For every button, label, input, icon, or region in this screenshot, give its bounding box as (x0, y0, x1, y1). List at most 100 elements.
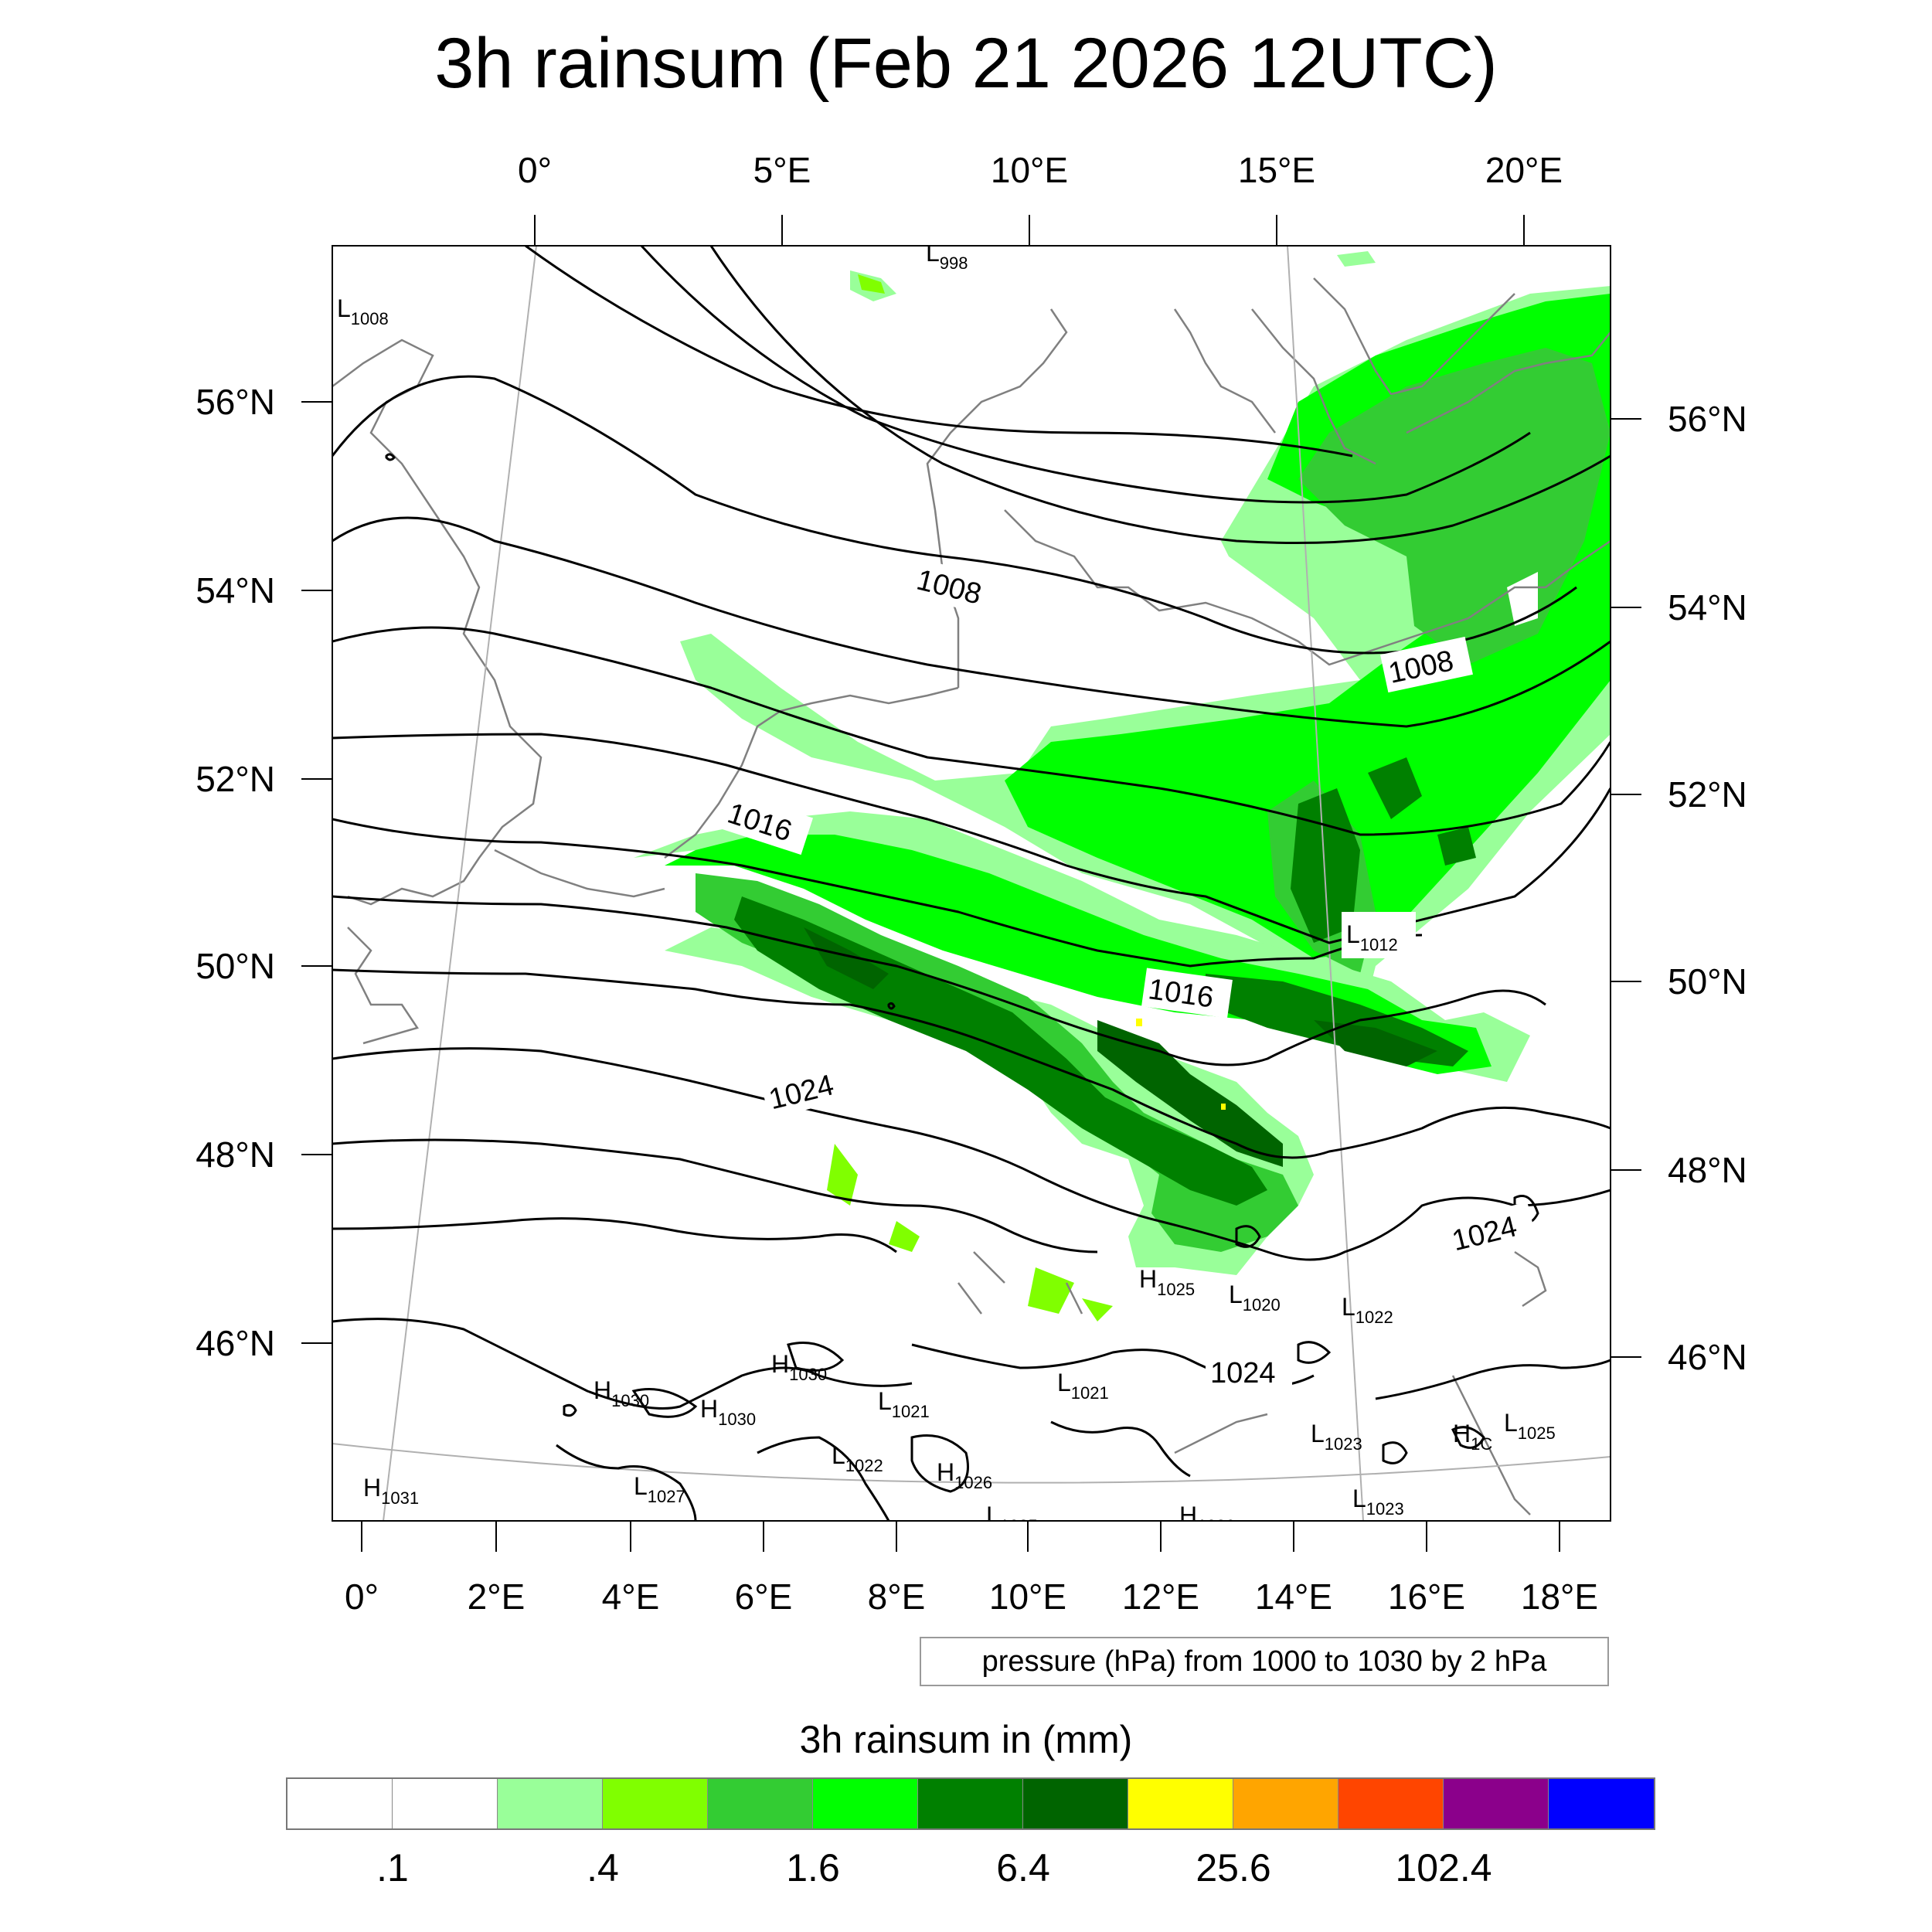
isobar-label-box (1443, 1202, 1537, 1260)
colorbar-label: .4 (587, 1846, 619, 1889)
rain-area-lime (827, 1144, 858, 1206)
isobar-label-box (1380, 636, 1473, 693)
lon-label-bottom: 12°E (1122, 1577, 1199, 1617)
colorbar-box (393, 1779, 498, 1828)
pressure-center-label: L1022 (1342, 1293, 1393, 1327)
rain-area-lime (889, 1221, 920, 1252)
rain-area-dark (1368, 757, 1422, 819)
rain-area-dark (1291, 788, 1360, 943)
colorbar-label: 102.4 (1395, 1846, 1492, 1889)
colorbar-label: 25.6 (1196, 1846, 1271, 1889)
pressure-center-label: L998 (926, 239, 968, 273)
pressure-center-label: L1025 (986, 1502, 1038, 1536)
lon-label-top: 0° (518, 150, 552, 190)
lat-label-left: 48°N (196, 1134, 275, 1175)
lat-label-right: 54°N (1668, 587, 1747, 628)
pressure-center-label: L1023 (1311, 1420, 1362, 1454)
rain-area-light (1337, 251, 1376, 267)
colorbar-box (1023, 1779, 1128, 1828)
isobar-labels: 1008 1008 1016 1016 1024 1024 1024 (719, 558, 1537, 1391)
colorbar-box (603, 1779, 708, 1828)
lat-label-right: 50°N (1668, 961, 1747, 1002)
colorbar-box (287, 1779, 393, 1828)
lon-label-bottom: 14°E (1255, 1577, 1332, 1617)
pressure-center-label: L1025 (1504, 1409, 1556, 1443)
pressure-center-label: L1021 (1057, 1369, 1109, 1403)
isobar-label-box (719, 791, 813, 855)
rain-area-lime (858, 274, 885, 294)
isobar-label-box (1206, 1352, 1292, 1391)
left-tick-labels: 56°N 54°N 52°N 50°N 48°N 46°N (196, 382, 275, 1363)
isobar-label: 1024 (1210, 1357, 1276, 1389)
graticule (332, 246, 1611, 1521)
rain-area-dark (1437, 827, 1476, 866)
lat-label-left: 52°N (196, 759, 275, 799)
rain-area-light (665, 927, 1314, 1275)
plot-frame (332, 245, 1611, 1522)
lat-label-right: 46°N (1668, 1337, 1747, 1377)
top-tick-labels: 0° 5°E 10°E 15°E 20°E (518, 150, 1563, 190)
rain-area-peak (1136, 1019, 1142, 1026)
top-ticks (534, 215, 1525, 246)
colorbar-box (1444, 1779, 1549, 1828)
colorbar-title: 3h rainsum in (mm) (799, 1718, 1133, 1761)
colorbar-label: 6.4 (996, 1846, 1050, 1889)
pressure-center-label: H1C (1453, 1420, 1492, 1454)
lon-label-bottom: 18°E (1521, 1577, 1598, 1617)
lat-label-left: 56°N (196, 382, 275, 422)
pressure-center-label: L1008 (337, 294, 389, 328)
right-tick-labels: 56°N 54°N 52°N 50°N 48°N 46°N (1668, 399, 1747, 1377)
contour-info-box: pressure (hPa) from 1000 to 1030 by 2 hP… (920, 1637, 1609, 1686)
rain-area-lime (1082, 1298, 1113, 1321)
colorbar-label: 1.6 (786, 1846, 840, 1889)
colorbar-box (1338, 1779, 1444, 1828)
lon-label-bottom: 8°E (868, 1577, 926, 1617)
colorbar-label: .1 (376, 1846, 409, 1889)
pressure-center-label: L1020 (1229, 1281, 1281, 1315)
bottom-ticks (361, 1521, 1560, 1552)
chart-title: 3h rainsum (Feb 21 2026 12UTC) (434, 24, 1498, 103)
lat-label-right: 56°N (1668, 399, 1747, 439)
lon-label-top: 15°E (1238, 150, 1315, 190)
rain-area-darkest (804, 927, 889, 989)
pressure-center-label: H1030 (700, 1395, 756, 1429)
lon-label-bottom: 2°E (468, 1577, 526, 1617)
lon-label-top: 20°E (1485, 150, 1563, 190)
lat-label-right: 48°N (1668, 1150, 1747, 1190)
colorbar (286, 1777, 1655, 1830)
pressure-center-label: H1030 (771, 1350, 827, 1384)
pressure-center-label: H1026 (1179, 1502, 1235, 1536)
colorbar-box (708, 1779, 813, 1828)
pressure-center-label: L1012 (1346, 920, 1398, 954)
lon-label-bottom: 0° (345, 1577, 379, 1617)
pressure-center-label: H1030 (594, 1376, 649, 1410)
pressure-centers: L998 L1008 L1012 H1025 L1020 L1022 H1030… (337, 239, 1556, 1536)
lat-label-left: 46°N (196, 1323, 275, 1363)
left-ticks (301, 401, 332, 1344)
lon-label-bottom: 6°E (735, 1577, 793, 1617)
pressure-center-label: L1021 (878, 1387, 930, 1421)
pressure-center-label: L1027 (634, 1472, 685, 1506)
isobar-label-box (760, 1060, 854, 1119)
colorbar-box (1549, 1779, 1654, 1828)
lon-label-bottom: 16°E (1388, 1577, 1465, 1617)
pressure-center-label: H1025 (1139, 1265, 1195, 1299)
isobar-label-box (1141, 968, 1233, 1019)
lat-label-left: 54°N (196, 570, 275, 611)
lat-label-right: 52°N (1668, 774, 1747, 815)
rain-field (634, 251, 1611, 1321)
right-ticks (1611, 418, 1641, 1358)
colorbar-box (498, 1779, 603, 1828)
pressure-center-box (1342, 912, 1416, 958)
rain-area-darkest (1097, 1020, 1283, 1167)
lon-label-bottom: 4°E (602, 1577, 660, 1617)
lon-label-top: 5°E (753, 150, 811, 190)
rain-area-peak (1221, 1104, 1226, 1110)
isobars (332, 246, 1611, 1521)
lon-label-bottom: 10°E (989, 1577, 1066, 1617)
colorbar-box (918, 1779, 1023, 1828)
lon-label-top: 10°E (991, 150, 1068, 190)
rain-area-white (1507, 572, 1538, 626)
pressure-center-label: H1031 (363, 1474, 419, 1508)
